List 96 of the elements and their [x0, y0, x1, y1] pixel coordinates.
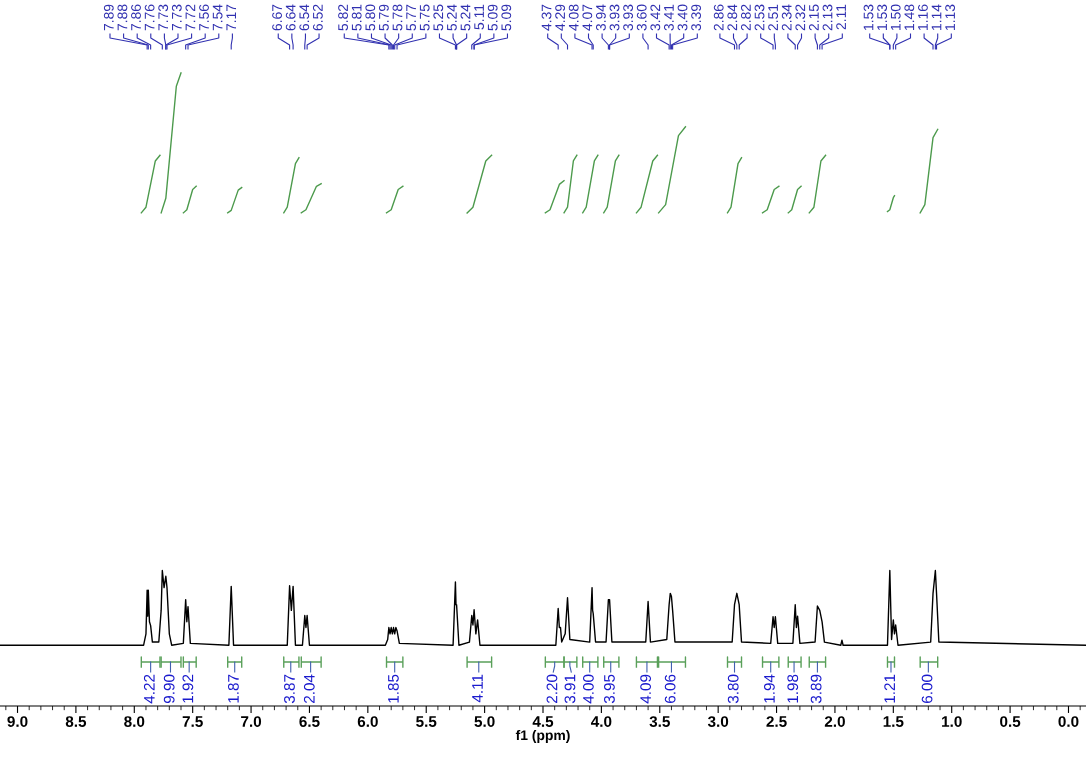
annotation: 1.53 — [877, 4, 888, 30]
annotation: 4.08 — [568, 4, 579, 31]
annotation: 5.78 — [392, 4, 403, 31]
x-tick-label: 1.0 — [942, 716, 962, 727]
x-tick-label: 5.5 — [416, 716, 437, 727]
annotation: 7.54 — [212, 4, 223, 31]
annotation: 5.75 — [419, 4, 430, 31]
annotation: 3.94 — [596, 4, 606, 31]
annotation: 1.87 — [228, 674, 239, 703]
annotation: 6.67 — [272, 4, 282, 31]
x-tick-label: 6.5 — [299, 716, 320, 727]
x-tick-label: 7.0 — [241, 716, 262, 727]
x-tick-label: 3.5 — [649, 716, 670, 727]
annotation: 3.41 — [664, 4, 674, 31]
annotation: 1.48 — [904, 4, 915, 30]
annotation: 5.25 — [433, 4, 444, 31]
annotation: 2.86 — [713, 4, 724, 31]
annotation: 1.98 — [787, 674, 799, 703]
annotation: 5.11 — [474, 4, 484, 30]
annotation: 6.54 — [299, 4, 310, 31]
x-tick-label: 3.0 — [707, 716, 729, 727]
annotation: 7.86 — [131, 4, 141, 31]
annotation: 6.06 — [664, 674, 676, 703]
x-tick-label: 9.0 — [7, 716, 28, 727]
annotation: 3.93 — [623, 4, 634, 31]
annotation: 1.53 — [863, 4, 874, 30]
annotation: 3.93 — [609, 4, 620, 31]
x-axis-title: f1 (ppm) — [515, 729, 570, 743]
annotation: 3.95 — [604, 674, 615, 704]
annotation: 1.50 — [890, 4, 901, 30]
annotation: 7.56 — [199, 4, 209, 31]
annotation: 9.90 — [163, 674, 175, 704]
annotation: 3.60 — [636, 4, 647, 31]
annotation: 6.00 — [921, 674, 933, 703]
annotation: 3.87 — [284, 674, 295, 704]
annotation: 2.13 — [822, 4, 833, 31]
annotation: 3.42 — [650, 4, 661, 31]
annotation: 4.07 — [582, 4, 593, 31]
annotation: 1.21 — [884, 674, 895, 703]
x-tick-label: 0.0 — [1058, 716, 1079, 727]
annotation: 3.40 — [677, 4, 688, 31]
x-tick-label: 7.5 — [182, 716, 203, 727]
annotation: 1.13 — [945, 4, 956, 30]
x-tick-label: 0.5 — [1000, 716, 1021, 727]
x-tick-label: 4.5 — [532, 716, 554, 727]
annotation: 2.20 — [546, 674, 558, 703]
annotation: 2.04 — [303, 674, 315, 703]
annotation: 1.16 — [918, 4, 928, 30]
annotation: 7.88 — [117, 4, 128, 31]
annotation: 2.15 — [809, 4, 819, 31]
annotation: 1.94 — [763, 674, 775, 703]
annotation: 4.29 — [555, 4, 566, 31]
annotation: 4.37 — [541, 4, 552, 31]
annotation: 7.76 — [144, 4, 155, 31]
annotation: 5.09 — [487, 4, 498, 31]
annotation: 7.17 — [226, 4, 236, 31]
annotation: 4.22 — [143, 674, 155, 704]
x-tick-label: 8.0 — [124, 716, 145, 727]
annotation: 5.81 — [351, 4, 362, 31]
annotation: 1.85 — [387, 674, 399, 703]
x-tick-label: 2.0 — [824, 716, 845, 727]
x-tick-label: 6.0 — [357, 716, 378, 727]
annotation: 4.00 — [582, 674, 594, 704]
annotation: 2.11 — [836, 4, 846, 30]
annotation: 2.32 — [795, 4, 806, 31]
annotation: 5.82 — [338, 4, 348, 31]
annotation: 7.73 — [171, 4, 182, 31]
annotation: 7.89 — [103, 4, 114, 31]
annotation: 2.34 — [781, 4, 792, 31]
annotation: 3.80 — [727, 674, 739, 704]
annotation: 5.09 — [501, 4, 512, 31]
x-tick-label: 2.5 — [766, 716, 787, 727]
annotation: 2.84 — [727, 4, 738, 31]
x-tick-label: 1.5 — [883, 716, 904, 727]
x-tick-label: 5.0 — [474, 716, 495, 727]
annotation: 4.11 — [472, 674, 483, 703]
annotation: 1.14 — [931, 4, 942, 30]
annotation: 6.52 — [312, 4, 323, 31]
annotation: 3.91 — [564, 674, 576, 704]
annotation: 5.80 — [365, 4, 376, 31]
x-tick-label: 8.5 — [65, 716, 87, 727]
annotation: 5.24 — [460, 4, 471, 31]
annotation: 5.77 — [406, 4, 416, 31]
annotation: 6.64 — [285, 4, 296, 31]
annotation: 2.82 — [741, 4, 751, 31]
annotation: 1.92 — [182, 674, 194, 703]
annotation: 5.24 — [446, 4, 457, 31]
annotation: 3.39 — [691, 4, 702, 31]
annotation: 2.51 — [768, 4, 779, 31]
annotation: 5.79 — [378, 4, 389, 31]
x-tick-label: 4.0 — [591, 716, 612, 727]
annotation: 2.53 — [754, 4, 765, 31]
annotation: 3.89 — [810, 674, 822, 704]
annotation: 4.09 — [640, 674, 652, 704]
annotation: 7.73 — [158, 4, 169, 31]
annotation: 7.72 — [185, 4, 196, 31]
